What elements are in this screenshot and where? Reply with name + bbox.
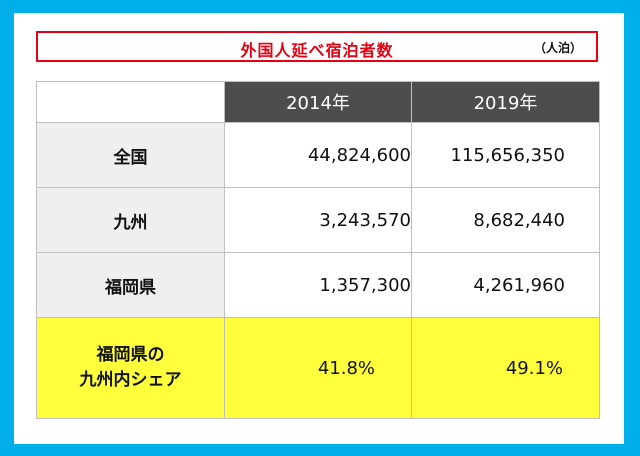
value-national-2014: 44,824,600	[224, 122, 412, 188]
share-row: 福岡県の 九州内シェア 41.8% 49.1%	[36, 317, 600, 419]
value-kyushu-2019: 8,682,440	[411, 187, 600, 253]
table-row: 九州 3,243,570 8,682,440	[36, 187, 600, 253]
statistics-table: 2014年 2019年 全国 44,824,600 115,656,350 九州…	[36, 81, 600, 419]
table-row: 福岡県 1,357,300 4,261,960	[36, 252, 600, 318]
row-label-fukuoka: 福岡県	[36, 252, 225, 318]
table-title: 外国人延べ宿泊者数	[240, 41, 394, 60]
row-label-share: 福岡県の 九州内シェア	[36, 317, 225, 419]
unit-label: （人泊）	[533, 41, 582, 55]
row-label-national: 全国	[36, 122, 225, 188]
value-national-2019: 115,656,350	[411, 122, 600, 188]
row-label-kyushu: 九州	[36, 187, 225, 253]
header-2019: 2019年	[411, 81, 600, 123]
title-box: 外国人延べ宿泊者数 （人泊）	[36, 31, 598, 62]
value-fukuoka-2014: 1,357,300	[224, 252, 412, 318]
value-share-2019: 49.1%	[411, 317, 600, 419]
value-share-2014: 41.8%	[224, 317, 412, 419]
value-kyushu-2014: 3,243,570	[224, 187, 412, 253]
header-row: 2014年 2019年	[36, 81, 600, 123]
header-corner-cell	[36, 81, 225, 123]
header-2014: 2014年	[224, 81, 412, 123]
share-label-line2: 九州内シェア	[79, 370, 182, 390]
content-card: 外国人延べ宿泊者数 （人泊） 2014年 2019年 全国 44,824,600…	[14, 13, 624, 444]
share-label-line1: 福岡県の	[96, 345, 165, 365]
value-fukuoka-2019: 4,261,960	[411, 252, 600, 318]
table-row: 全国 44,824,600 115,656,350	[36, 122, 600, 188]
